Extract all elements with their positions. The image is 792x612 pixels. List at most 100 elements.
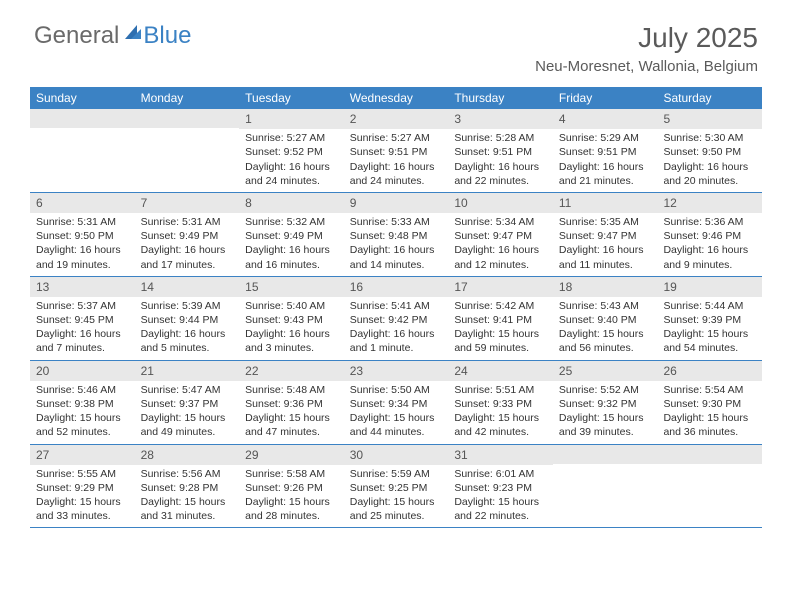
weekday-monday: Monday [135,87,240,109]
day-content: Sunrise: 5:47 AMSunset: 9:37 PMDaylight:… [135,381,240,444]
day-number: 31 [448,445,553,465]
day-cell: 16Sunrise: 5:41 AMSunset: 9:42 PMDayligh… [344,277,449,360]
day-number: 1 [239,109,344,129]
sunrise-text: Sunrise: 5:37 AM [36,299,129,313]
sunset-text: Sunset: 9:32 PM [559,397,652,411]
sunrise-text: Sunrise: 5:54 AM [663,383,756,397]
daylight-line1: Daylight: 16 hours [454,160,547,174]
day-content: Sunrise: 5:29 AMSunset: 9:51 PMDaylight:… [553,129,658,192]
daylight-line2: and 59 minutes. [454,341,547,355]
weekday-tuesday: Tuesday [239,87,344,109]
day-number: 18 [553,277,658,297]
day-content: Sunrise: 5:35 AMSunset: 9:47 PMDaylight:… [553,213,658,276]
empty-day-bar [135,109,240,128]
day-number: 29 [239,445,344,465]
sunset-text: Sunset: 9:51 PM [559,145,652,159]
daylight-line2: and 21 minutes. [559,174,652,188]
day-content: Sunrise: 5:42 AMSunset: 9:41 PMDaylight:… [448,297,553,360]
sunrise-text: Sunrise: 5:47 AM [141,383,234,397]
sunset-text: Sunset: 9:37 PM [141,397,234,411]
daylight-line2: and 56 minutes. [559,341,652,355]
day-cell: 24Sunrise: 5:51 AMSunset: 9:33 PMDayligh… [448,361,553,444]
day-content: Sunrise: 5:43 AMSunset: 9:40 PMDaylight:… [553,297,658,360]
day-cell [30,109,135,192]
daylight-line1: Daylight: 16 hours [663,243,756,257]
day-content: Sunrise: 6:01 AMSunset: 9:23 PMDaylight:… [448,465,553,528]
daylight-line1: Daylight: 15 hours [663,327,756,341]
sunrise-text: Sunrise: 5:58 AM [245,467,338,481]
day-cell: 9Sunrise: 5:33 AMSunset: 9:48 PMDaylight… [344,193,449,276]
daylight-line1: Daylight: 16 hours [663,160,756,174]
day-cell: 30Sunrise: 5:59 AMSunset: 9:25 PMDayligh… [344,445,449,528]
empty-day-bar [553,445,658,464]
day-cell: 8Sunrise: 5:32 AMSunset: 9:49 PMDaylight… [239,193,344,276]
day-content: Sunrise: 5:52 AMSunset: 9:32 PMDaylight:… [553,381,658,444]
day-content: Sunrise: 5:37 AMSunset: 9:45 PMDaylight:… [30,297,135,360]
day-number: 8 [239,193,344,213]
day-number: 11 [553,193,658,213]
sunrise-text: Sunrise: 5:36 AM [663,215,756,229]
weekday-wednesday: Wednesday [344,87,449,109]
day-cell: 3Sunrise: 5:28 AMSunset: 9:51 PMDaylight… [448,109,553,192]
sunset-text: Sunset: 9:49 PM [245,229,338,243]
week-row: 27Sunrise: 5:55 AMSunset: 9:29 PMDayligh… [30,445,762,529]
daylight-line1: Daylight: 15 hours [454,411,547,425]
daylight-line1: Daylight: 15 hours [245,411,338,425]
day-cell: 1Sunrise: 5:27 AMSunset: 9:52 PMDaylight… [239,109,344,192]
day-cell: 5Sunrise: 5:30 AMSunset: 9:50 PMDaylight… [657,109,762,192]
day-cell: 17Sunrise: 5:42 AMSunset: 9:41 PMDayligh… [448,277,553,360]
day-content: Sunrise: 5:27 AMSunset: 9:51 PMDaylight:… [344,129,449,192]
day-number: 19 [657,277,762,297]
daylight-line2: and 33 minutes. [36,509,129,523]
day-content: Sunrise: 5:32 AMSunset: 9:49 PMDaylight:… [239,213,344,276]
day-content: Sunrise: 5:58 AMSunset: 9:26 PMDaylight:… [239,465,344,528]
day-cell: 23Sunrise: 5:50 AMSunset: 9:34 PMDayligh… [344,361,449,444]
day-cell: 25Sunrise: 5:52 AMSunset: 9:32 PMDayligh… [553,361,658,444]
day-content: Sunrise: 5:50 AMSunset: 9:34 PMDaylight:… [344,381,449,444]
daylight-line2: and 39 minutes. [559,425,652,439]
day-cell: 18Sunrise: 5:43 AMSunset: 9:40 PMDayligh… [553,277,658,360]
sunset-text: Sunset: 9:36 PM [245,397,338,411]
sunset-text: Sunset: 9:51 PM [350,145,443,159]
day-number: 10 [448,193,553,213]
sunset-text: Sunset: 9:51 PM [454,145,547,159]
day-cell: 19Sunrise: 5:44 AMSunset: 9:39 PMDayligh… [657,277,762,360]
day-content: Sunrise: 5:39 AMSunset: 9:44 PMDaylight:… [135,297,240,360]
title-block: July 2025 Neu-Moresnet, Wallonia, Belgiu… [535,22,758,75]
week-row: 13Sunrise: 5:37 AMSunset: 9:45 PMDayligh… [30,277,762,361]
logo-sail-icon [123,22,143,50]
day-content: Sunrise: 5:31 AMSunset: 9:50 PMDaylight:… [30,213,135,276]
empty-day-bar [30,109,135,128]
day-number: 6 [30,193,135,213]
sunrise-text: Sunrise: 5:29 AM [559,131,652,145]
daylight-line2: and 22 minutes. [454,174,547,188]
day-number: 21 [135,361,240,381]
sunrise-text: Sunrise: 5:43 AM [559,299,652,313]
daylight-line1: Daylight: 16 hours [350,160,443,174]
daylight-line2: and 44 minutes. [350,425,443,439]
sunset-text: Sunset: 9:30 PM [663,397,756,411]
daylight-line2: and 3 minutes. [245,341,338,355]
day-content: Sunrise: 5:56 AMSunset: 9:28 PMDaylight:… [135,465,240,528]
day-number: 2 [344,109,449,129]
weekday-header-row: Sunday Monday Tuesday Wednesday Thursday… [30,87,762,109]
daylight-line2: and 24 minutes. [245,174,338,188]
weekday-sunday: Sunday [30,87,135,109]
day-content: Sunrise: 5:30 AMSunset: 9:50 PMDaylight:… [657,129,762,192]
sunrise-text: Sunrise: 5:32 AM [245,215,338,229]
sunrise-text: Sunrise: 5:40 AM [245,299,338,313]
daylight-line2: and 14 minutes. [350,258,443,272]
daylight-line1: Daylight: 16 hours [350,327,443,341]
sunset-text: Sunset: 9:25 PM [350,481,443,495]
sunset-text: Sunset: 9:45 PM [36,313,129,327]
sunrise-text: Sunrise: 5:41 AM [350,299,443,313]
day-content: Sunrise: 5:27 AMSunset: 9:52 PMDaylight:… [239,129,344,192]
week-row: 20Sunrise: 5:46 AMSunset: 9:38 PMDayligh… [30,361,762,445]
day-content: Sunrise: 5:44 AMSunset: 9:39 PMDaylight:… [657,297,762,360]
day-number: 15 [239,277,344,297]
sunrise-text: Sunrise: 5:31 AM [36,215,129,229]
sunset-text: Sunset: 9:34 PM [350,397,443,411]
header: General Blue July 2025 Neu-Moresnet, Wal… [0,0,792,79]
daylight-line1: Daylight: 15 hours [663,411,756,425]
sunset-text: Sunset: 9:47 PM [559,229,652,243]
